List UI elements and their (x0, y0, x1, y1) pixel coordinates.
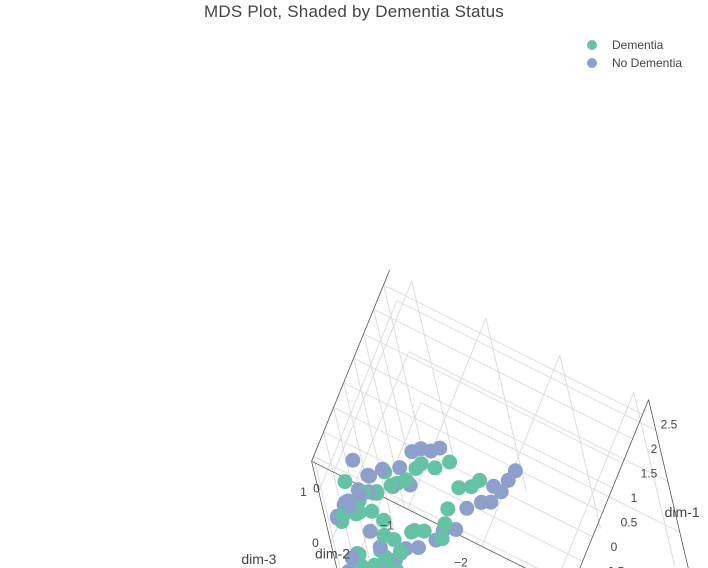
legend-item-dementia[interactable]: Dementia (585, 36, 682, 54)
grid-line-y (561, 392, 635, 568)
grid-layer (313, 281, 681, 568)
data-point-no-dementia[interactable] (404, 444, 420, 460)
data-point-no-dementia[interactable] (362, 523, 378, 539)
tick-label-x: 0.5 (621, 515, 638, 529)
data-point-dementia[interactable] (376, 512, 392, 528)
grid-line-x (373, 308, 633, 440)
data-point-no-dementia[interactable] (372, 539, 388, 555)
point-layer[interactable] (329, 440, 523, 568)
data-point-no-dementia[interactable] (410, 540, 426, 556)
data-point-dementia[interactable] (337, 474, 353, 490)
tick-label-x: −0.5 (601, 564, 625, 568)
tick-label-y: −2 (454, 555, 468, 568)
back-edge (648, 399, 689, 568)
grid-line-x-wall (353, 358, 395, 532)
legend-marker-no-dementia (587, 58, 597, 68)
tick-label-z: 1 (300, 485, 307, 499)
label-layer: −1−0.500.511.522.5−3−2−10−101dim-1dim-2d… (241, 417, 699, 568)
legend: Dementia No Dementia (585, 36, 682, 72)
data-point-dementia[interactable] (407, 523, 423, 538)
grid-line-y-wall (633, 392, 676, 566)
tick-label-y: 0 (313, 481, 320, 495)
data-point-dementia[interactable] (376, 527, 392, 543)
grid-line-x (363, 333, 623, 464)
axis-title-y: dim-2 (315, 545, 350, 561)
data-point-no-dementia[interactable] (473, 494, 489, 510)
tick-label-x: 2.5 (661, 417, 678, 431)
data-point-no-dementia[interactable] (342, 498, 358, 514)
data-point-dementia[interactable] (367, 557, 383, 568)
tick-label-x: 1.5 (641, 466, 658, 480)
legend-label-dementia: Dementia (612, 38, 664, 52)
grid-line-x-wall (383, 284, 425, 459)
data-point-no-dementia[interactable] (500, 472, 516, 488)
axis-title-z: dim-3 (241, 551, 276, 567)
data-point-no-dementia[interactable] (374, 461, 390, 477)
data-point-no-dementia[interactable] (352, 487, 368, 503)
data-point-no-dementia[interactable] (486, 478, 502, 494)
grid-line-x-wall (313, 456, 341, 568)
data-point-no-dementia[interactable] (344, 550, 360, 566)
data-point-dementia[interactable] (434, 531, 450, 547)
grid-line-x (383, 284, 643, 415)
data-point-dementia[interactable] (408, 461, 424, 476)
grid-line-z-wall (318, 300, 398, 492)
legend-item-no-dementia[interactable]: No Dementia (585, 54, 682, 72)
grid-line-y-wall (485, 318, 528, 492)
data-point-dementia[interactable] (364, 503, 380, 519)
x-axis-line (579, 399, 649, 568)
tick-label-x: 0 (611, 540, 618, 554)
data-point-dementia[interactable] (437, 516, 453, 532)
data-point-dementia[interactable] (383, 478, 399, 494)
chart-title: MDS Plot, Shaded by Dementia Status (204, 2, 504, 21)
data-point-dementia[interactable] (389, 563, 404, 568)
grid-line-z (408, 351, 669, 482)
legend-marker-dementia (587, 40, 597, 50)
data-point-dementia[interactable] (440, 501, 456, 517)
grid-line-y (481, 355, 561, 547)
data-point-no-dementia[interactable] (345, 452, 361, 468)
grid-line-z (396, 300, 657, 431)
data-point-no-dementia[interactable] (392, 460, 408, 476)
data-point-dementia[interactable] (392, 544, 408, 559)
data-point-dementia[interactable] (427, 460, 443, 476)
floor-edge (311, 269, 390, 462)
data-point-dementia[interactable] (463, 479, 479, 495)
data-point-dementia[interactable] (442, 454, 458, 470)
grid-line-y-wall (411, 281, 454, 455)
tick-label-y: −1 (380, 518, 394, 532)
z-axis-line (311, 461, 338, 568)
data-point-no-dementia[interactable] (360, 467, 376, 483)
tick-label-x: 2 (651, 442, 658, 456)
grid-line-y-wall (559, 355, 602, 529)
legend-label-no-dementia: No Dementia (612, 56, 683, 70)
axis-title-x: dim-1 (665, 504, 700, 520)
grid-line-y (333, 281, 413, 473)
data-point-dementia[interactable] (451, 480, 467, 496)
tick-label-x: 1 (631, 491, 638, 505)
tick-label-z: 0 (312, 536, 319, 550)
grid-line-z (420, 402, 681, 533)
grid-line-y (407, 318, 487, 510)
data-point-no-dementia[interactable] (459, 500, 475, 516)
